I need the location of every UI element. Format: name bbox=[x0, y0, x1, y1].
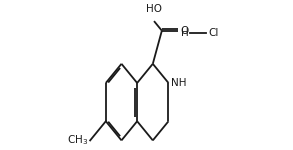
Text: Cl: Cl bbox=[208, 28, 218, 38]
Text: CH$_3$: CH$_3$ bbox=[67, 134, 89, 147]
Text: HO: HO bbox=[146, 4, 162, 14]
Text: NH: NH bbox=[171, 78, 186, 88]
Text: O: O bbox=[180, 26, 189, 36]
Text: H: H bbox=[181, 28, 189, 38]
